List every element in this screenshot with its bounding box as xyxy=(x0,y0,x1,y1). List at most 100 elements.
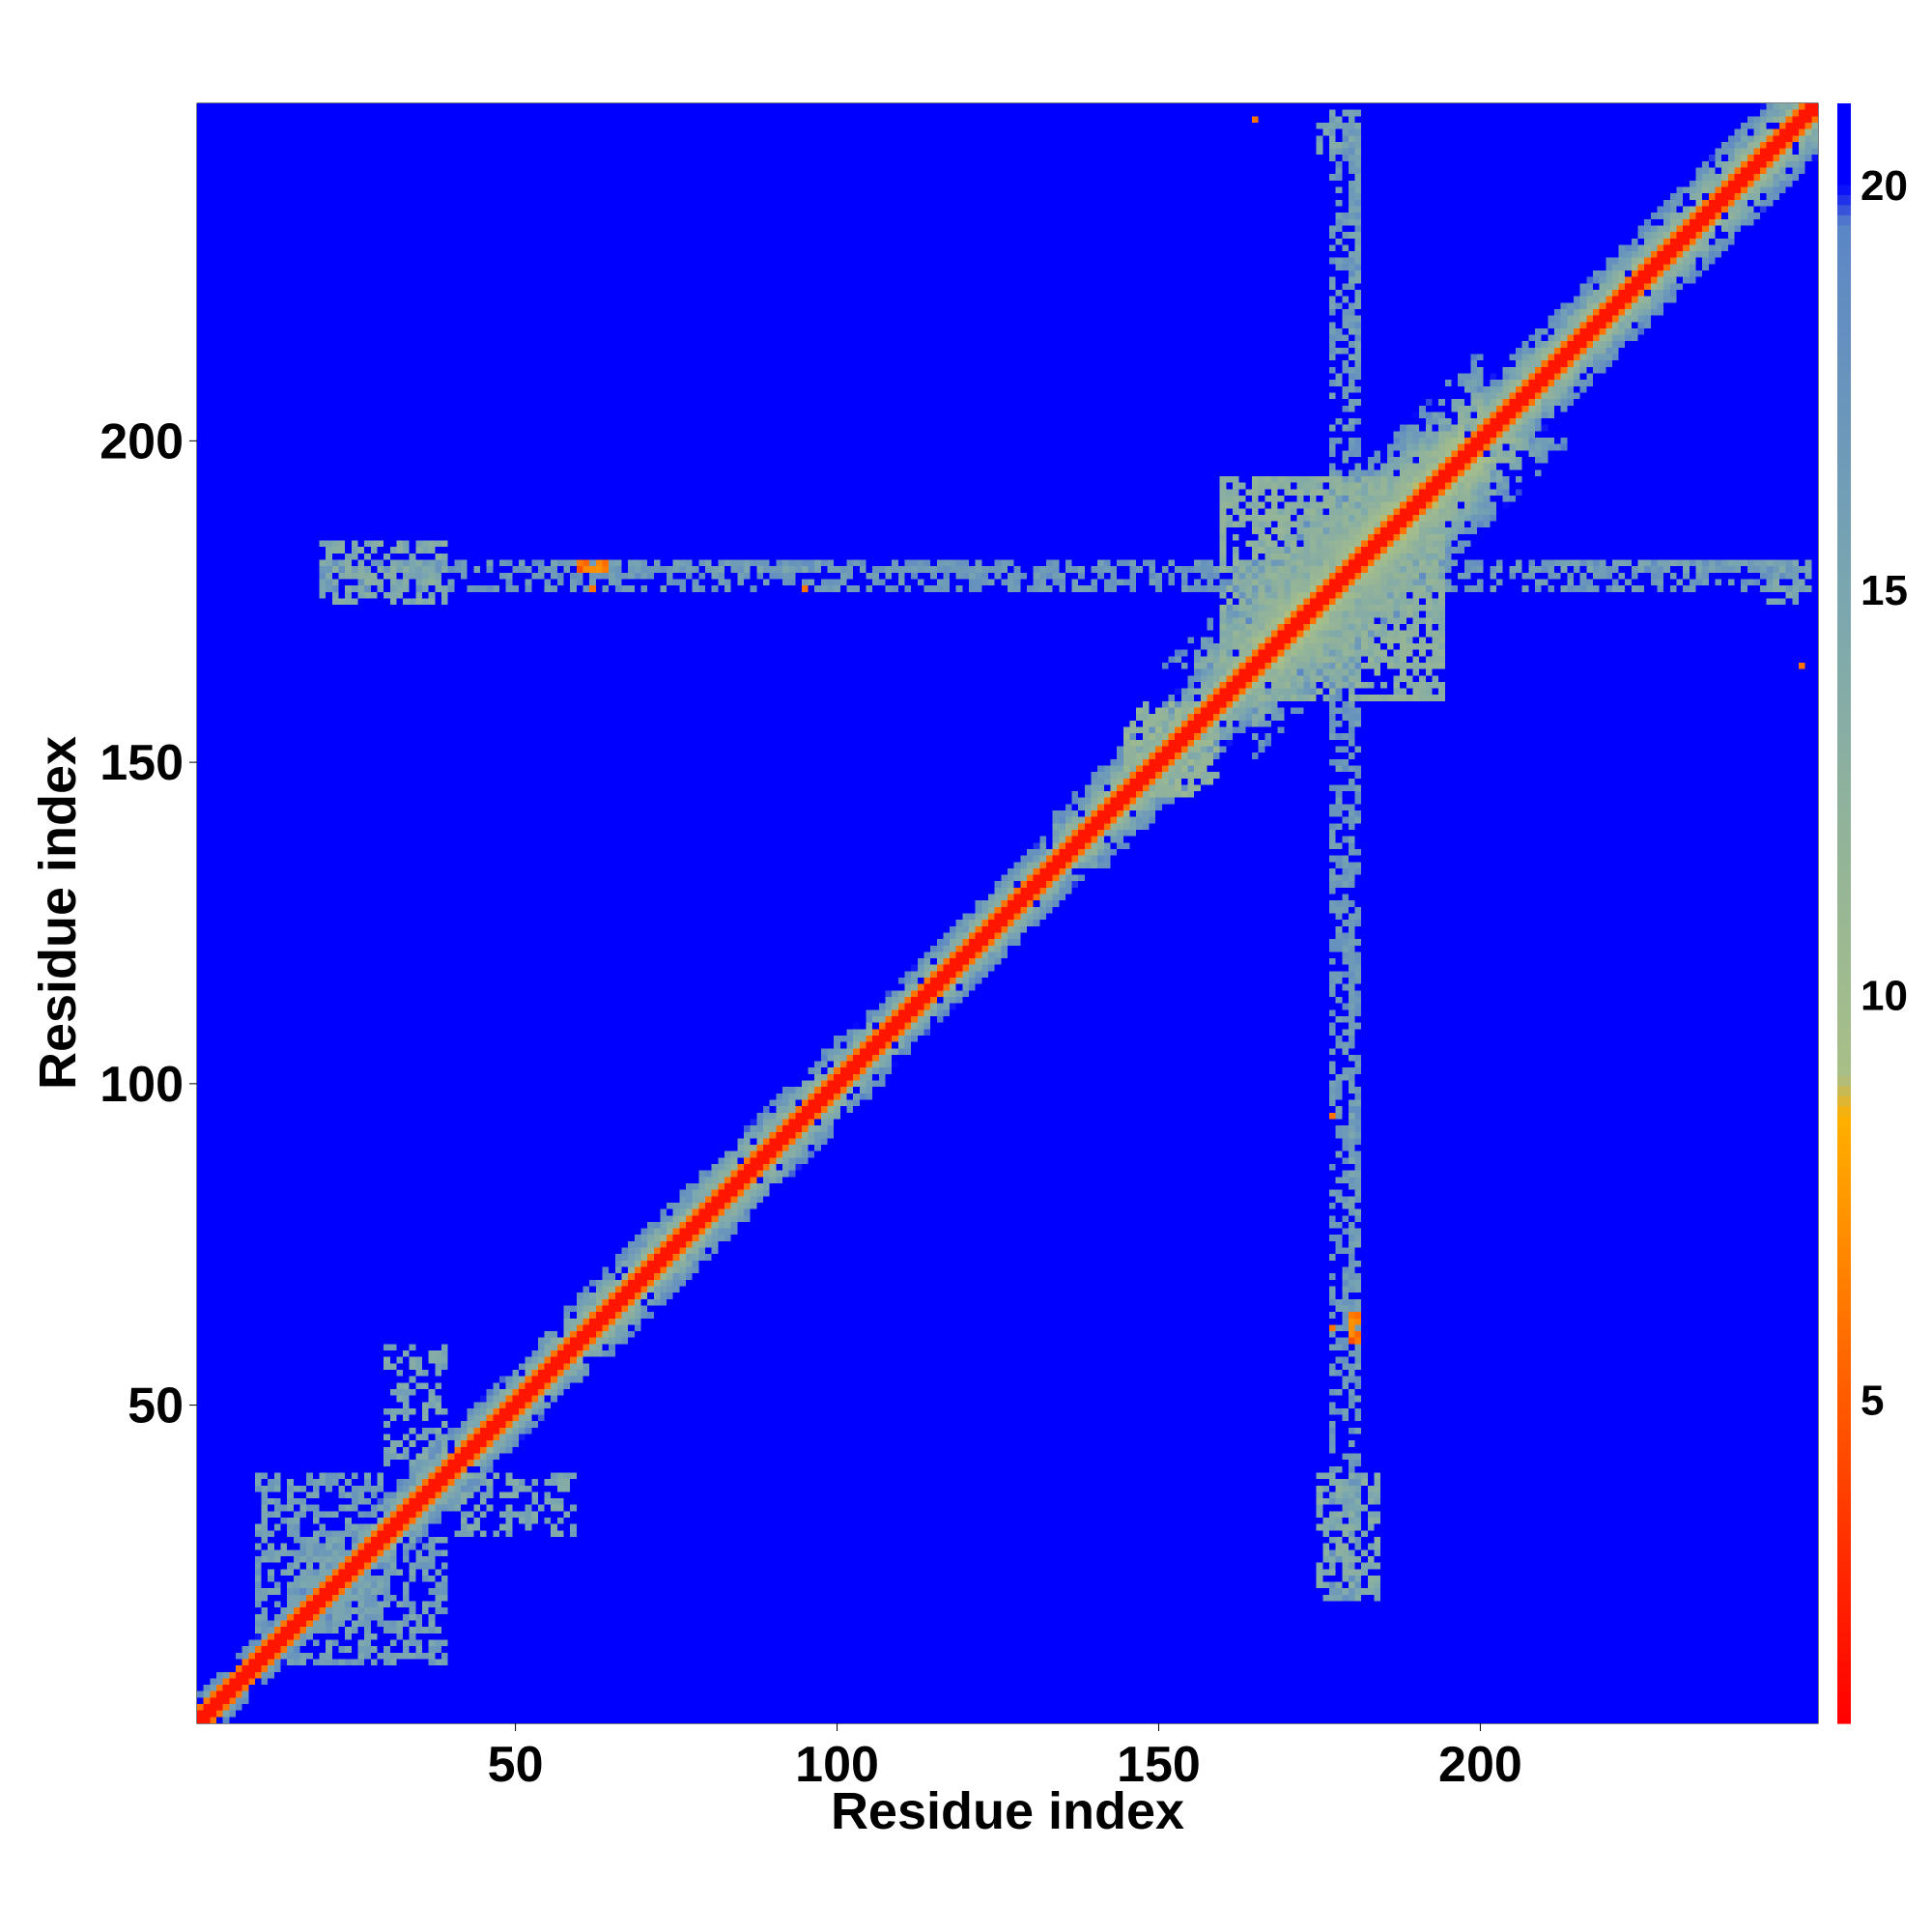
colorbar-band xyxy=(1837,1369,1851,1380)
colorbar-band xyxy=(1837,1257,1851,1268)
colorbar-band xyxy=(1837,285,1851,297)
colorbar-band xyxy=(1837,163,1851,175)
colorbar-band xyxy=(1837,842,1851,854)
colorbar-band xyxy=(1837,1550,1851,1562)
colorbar-band xyxy=(1837,1591,1851,1603)
colorbar-band xyxy=(1837,1328,1851,1340)
colorbar-band xyxy=(1837,1581,1851,1593)
colorbar-band xyxy=(1837,235,1851,246)
colorbar-band xyxy=(1837,822,1851,834)
x-tick-label: 200 xyxy=(1438,1737,1522,1793)
colorbar-band xyxy=(1837,933,1851,945)
colorbar-band xyxy=(1837,1318,1851,1329)
colorbar-band xyxy=(1837,1632,1851,1643)
colorbar-band xyxy=(1837,1642,1851,1654)
colorbar-band xyxy=(1837,832,1851,843)
colorbar-band xyxy=(1837,1308,1851,1320)
colorbar-ticks: 5 10 15 20 xyxy=(1861,162,1908,1425)
colorbar-band xyxy=(1837,1035,1851,1046)
colorbar-band xyxy=(1837,639,1851,651)
colorbar-band xyxy=(1837,863,1851,874)
colorbar-tick-label: 10 xyxy=(1861,972,1908,1019)
colorbar-band xyxy=(1837,1177,1851,1188)
colorbar-band xyxy=(1837,771,1851,782)
colorbar-band xyxy=(1837,1136,1851,1148)
colorbar-band xyxy=(1837,549,1851,560)
colorbar-band xyxy=(1837,538,1851,550)
colorbar-band xyxy=(1837,1156,1851,1168)
colorbar-band xyxy=(1837,1196,1851,1208)
colorbar-band xyxy=(1837,730,1851,742)
colorbar-band xyxy=(1837,1520,1851,1532)
colorbar-band xyxy=(1837,1338,1851,1350)
colorbar-band xyxy=(1837,1227,1851,1238)
colorbar-tick-label: 5 xyxy=(1861,1378,1884,1425)
colorbar-band xyxy=(1837,275,1851,287)
colorbar-band xyxy=(1837,296,1851,307)
colorbar-band xyxy=(1837,721,1851,732)
colorbar-band xyxy=(1837,1247,1851,1259)
x-tick-label: 50 xyxy=(488,1737,544,1793)
colorbar-band xyxy=(1837,1672,1851,1684)
colorbar-band xyxy=(1837,508,1851,520)
colorbar-band xyxy=(1837,1116,1851,1127)
colorbar-band xyxy=(1837,1075,1851,1087)
colorbar-band xyxy=(1837,974,1851,985)
colorbar-band xyxy=(1837,1703,1851,1715)
colorbar-band xyxy=(1837,407,1851,418)
colorbar-band xyxy=(1837,943,1851,955)
x-axis-label: Residue index xyxy=(831,1782,1184,1840)
colorbar xyxy=(1837,103,1851,1724)
colorbar-band xyxy=(1837,1267,1851,1279)
colorbar-band xyxy=(1837,1450,1851,1462)
colorbar-band xyxy=(1837,1652,1851,1663)
colorbar-band xyxy=(1837,1692,1851,1704)
colorbar-band xyxy=(1837,184,1851,195)
colorbar-band xyxy=(1837,1288,1851,1299)
colorbar-band xyxy=(1837,1662,1851,1674)
colorbar-tick-label: 15 xyxy=(1861,567,1908,614)
colorbar-band xyxy=(1837,1602,1851,1613)
colorbar-band xyxy=(1837,680,1851,692)
colorbar-band xyxy=(1837,1399,1851,1410)
colorbar-band xyxy=(1837,1439,1851,1451)
colorbar-band xyxy=(1837,963,1851,975)
colorbar-band xyxy=(1837,376,1851,388)
colorbar-band xyxy=(1837,913,1851,924)
colorbar-band xyxy=(1837,497,1851,509)
colorbar-band xyxy=(1837,416,1851,428)
colorbar-bands xyxy=(1837,103,1851,1724)
colorbar-band xyxy=(1837,174,1851,185)
colorbar-band xyxy=(1837,123,1851,135)
colorbar-band xyxy=(1837,488,1851,499)
colorbar-band xyxy=(1837,1510,1851,1521)
colorbar-band xyxy=(1837,1277,1851,1289)
colorbar-band xyxy=(1837,1713,1851,1724)
colorbar-band xyxy=(1837,204,1851,215)
colorbar-band xyxy=(1837,1561,1851,1573)
colorbar-band xyxy=(1837,1611,1851,1623)
colorbar-band xyxy=(1837,1085,1851,1096)
colorbar-band xyxy=(1837,133,1851,145)
colorbar-band xyxy=(1837,1460,1851,1471)
y-axis-label: Residue index xyxy=(29,736,87,1090)
colorbar-band xyxy=(1837,1419,1851,1431)
colorbar-band xyxy=(1837,154,1851,165)
colorbar-band xyxy=(1837,1349,1851,1360)
colorbar-band xyxy=(1837,1490,1851,1502)
colorbar-band xyxy=(1837,1297,1851,1309)
colorbar-band xyxy=(1837,1469,1851,1482)
colorbar-band xyxy=(1837,447,1851,459)
colorbar-band xyxy=(1837,953,1851,965)
colorbar-band xyxy=(1837,214,1851,226)
colorbar-band xyxy=(1837,599,1851,611)
colorbar-band xyxy=(1837,1236,1851,1248)
colorbar-band xyxy=(1837,326,1851,337)
colorbar-band xyxy=(1837,366,1851,378)
colorbar-band xyxy=(1837,468,1851,479)
colorbar-band xyxy=(1837,1095,1851,1107)
colorbar-band xyxy=(1837,305,1851,317)
colorbar-band xyxy=(1837,396,1851,409)
colorbar-band xyxy=(1837,316,1851,327)
colorbar-band xyxy=(1837,1480,1851,1492)
